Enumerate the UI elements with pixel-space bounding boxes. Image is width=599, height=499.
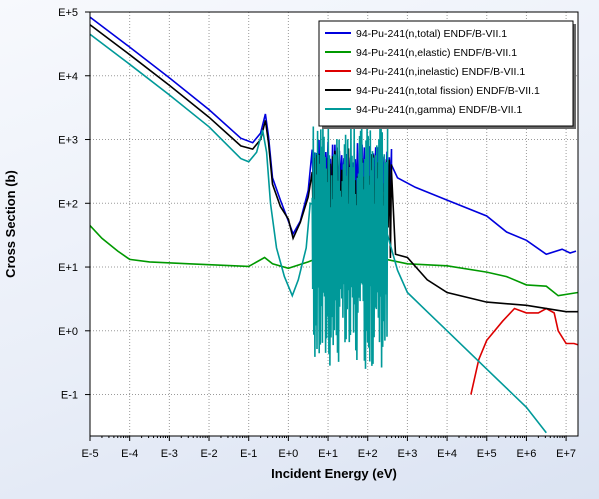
x-tick-label: E-5 bbox=[81, 448, 98, 460]
legend-label: 94-Pu-241(n,gamma) ENDF/B-VII.1 bbox=[356, 104, 522, 116]
x-tick-label: E+6 bbox=[516, 448, 536, 460]
x-tick-label: E+0 bbox=[278, 448, 298, 460]
legend-label: 94-Pu-241(n,inelastic) ENDF/B-VII.1 bbox=[356, 66, 525, 78]
x-tick-label: E-4 bbox=[121, 448, 138, 460]
legend-label: 94-Pu-241(n,total) ENDF/B-VII.1 bbox=[356, 28, 507, 40]
y-tick-label: E+3 bbox=[58, 135, 78, 147]
y-tick-label: E+0 bbox=[58, 326, 78, 338]
x-tick-label: E+5 bbox=[477, 448, 497, 460]
x-tick-label: E-2 bbox=[200, 448, 217, 460]
x-tick-label: E+4 bbox=[437, 448, 457, 460]
x-tick-label: E-3 bbox=[161, 448, 178, 460]
y-tick-label: E+2 bbox=[58, 198, 78, 210]
y-tick-label: E+4 bbox=[58, 71, 78, 83]
y-tick-label: E-1 bbox=[61, 390, 78, 402]
x-tick-label: E-1 bbox=[240, 448, 257, 460]
x-axis-title: Incident Energy (eV) bbox=[271, 466, 397, 481]
legend-label: 94-Pu-241(n,elastic) ENDF/B-VII.1 bbox=[356, 47, 517, 59]
y-axis-title: Cross Section (b) bbox=[3, 170, 18, 278]
legend-label: 94-Pu-241(n,total fission) ENDF/B-VII.1 bbox=[356, 85, 540, 97]
x-tick-label: E+3 bbox=[397, 448, 417, 460]
x-tick-label: E+1 bbox=[318, 448, 338, 460]
y-tick-label: E+5 bbox=[58, 7, 78, 19]
y-tick-label: E+1 bbox=[58, 262, 78, 274]
x-tick-label: E+7 bbox=[556, 448, 576, 460]
x-tick-label: E+2 bbox=[358, 448, 378, 460]
